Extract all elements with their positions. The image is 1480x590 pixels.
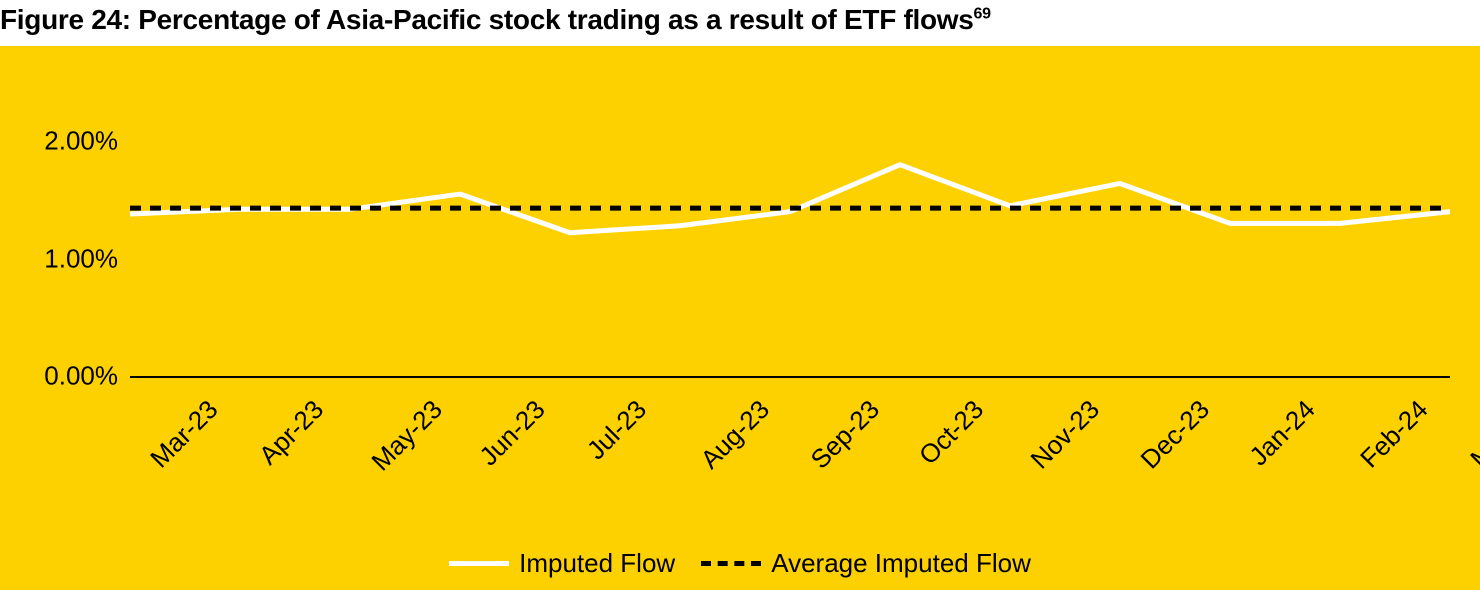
legend-label: Average Imputed Flow [771,548,1031,579]
legend-swatch [449,561,509,566]
figure-title-text: Figure 24: Percentage of Asia-Pacific st… [0,4,974,35]
x-axis-tick-label: Sep-23 [805,394,886,475]
x-axis-tick-label: Jun-23 [473,394,551,472]
figure-title: Figure 24: Percentage of Asia-Pacific st… [0,4,991,35]
y-axis-tick-label: 1.00% [44,243,130,274]
legend-item: Average Imputed Flow [701,548,1031,579]
x-axis-tick-label: Jul-23 [581,394,653,466]
chart-background: 0.00% 1.00% 2.00% Mar-23 Apr-23 May-23 Jun-23 J… [0,46,1480,590]
x-axis-tick-label: Mar-24 [1464,394,1480,474]
x-axis-tick-label: Mar-23 [144,394,224,474]
x-axis-tick-label: Dec-23 [1135,394,1216,475]
legend-item: Imputed Flow [449,548,675,579]
y-axis-tick-label: 0.00% [44,361,130,392]
plot-area: 0.00%1.00%2.00%Mar-23Apr-23May-23Jun-23J… [130,106,1450,378]
figure-title-row: Figure 24: Percentage of Asia-Pacific st… [0,0,1480,46]
figure-title-superscript: 69 [974,6,991,23]
x-axis-tick-label: Jan-24 [1243,394,1321,472]
x-axis-tick-label: May-23 [365,394,448,477]
x-axis-tick-label: Apr-23 [253,394,330,471]
legend-swatch [701,561,761,566]
series-line [130,165,1450,233]
x-axis-tick-label: Nov-23 [1025,394,1106,475]
legend: Imputed Flow Average Imputed Flow [0,548,1480,579]
x-axis-tick-label: Aug-23 [695,394,776,475]
y-axis-tick-label: 2.00% [44,126,130,157]
chart-svg [130,106,1450,376]
figure-container: Figure 24: Percentage of Asia-Pacific st… [0,0,1480,590]
x-axis-tick-label: Feb-24 [1354,394,1434,474]
legend-label: Imputed Flow [519,548,675,579]
x-axis-tick-label: Oct-23 [913,394,990,471]
